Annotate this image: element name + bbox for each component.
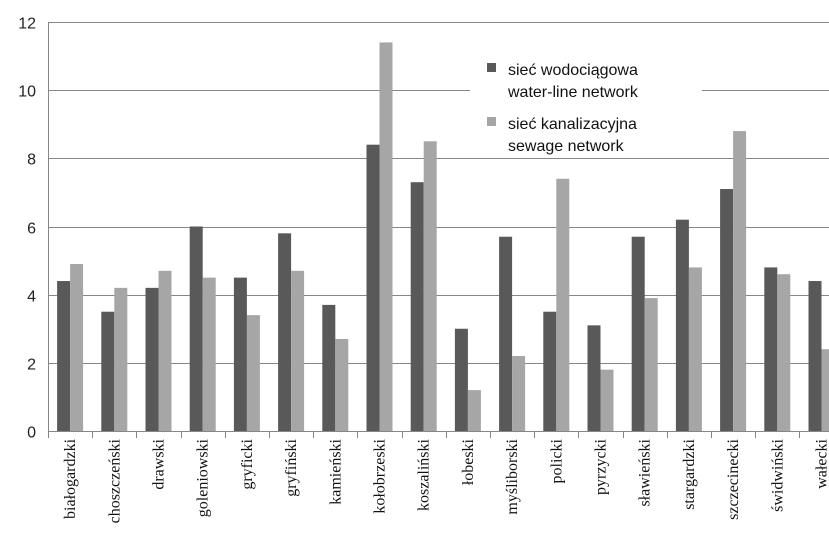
bar-water-line — [57, 281, 71, 431]
bar-sewage — [600, 369, 614, 431]
y-tick-label: 2 — [27, 357, 36, 374]
bar-sewage — [733, 131, 747, 432]
x-tick-label: gryfiński — [283, 438, 300, 496]
x-tick-label: szczecinecki — [725, 438, 742, 519]
x-tick-label: choszczeński — [106, 438, 123, 523]
bar-sewage — [467, 390, 481, 431]
x-tick-label: łobeski — [460, 438, 477, 485]
x-tick-label: wałecki — [814, 438, 829, 488]
x-tick-label: sławieński — [637, 438, 654, 506]
bar-water-line — [764, 267, 778, 431]
y-tick-label: 12 — [18, 16, 36, 33]
y-tick-label: 10 — [18, 84, 36, 101]
x-tick-label: goleniowski — [195, 438, 212, 517]
bar-water-line — [808, 281, 822, 431]
x-tick-label: pyrzycki — [593, 438, 610, 495]
bar-sewage — [644, 298, 658, 431]
bar-water-line — [631, 236, 645, 431]
x-tick-label: stargardzki — [681, 438, 698, 509]
bar-water-line — [499, 236, 513, 431]
bar-sewage — [202, 277, 216, 431]
legend-swatch — [487, 63, 496, 72]
x-tick-label: myśliborski — [504, 438, 521, 514]
bar-water-line — [410, 182, 424, 431]
bar-sewage — [777, 274, 791, 431]
bar-sewage — [114, 287, 128, 431]
bar-water-line — [720, 189, 734, 431]
bar-water-line — [278, 233, 292, 431]
x-tick-label: koszaliński — [416, 438, 433, 511]
bar-water-line — [145, 287, 159, 431]
bar-sewage — [158, 270, 172, 431]
bar-water-line — [366, 144, 380, 431]
bar-sewage — [70, 263, 84, 431]
x-tick-label: świdwiński — [769, 438, 786, 511]
bar-water-line — [189, 226, 203, 431]
bar-water-line — [587, 325, 601, 431]
y-tick-label: 4 — [27, 289, 36, 306]
axes — [48, 22, 829, 438]
legend-background — [470, 52, 702, 158]
bar-sewage — [291, 270, 305, 431]
y-axis-ticks: 0 2 4 6 8 10 12 — [18, 16, 36, 442]
x-tick-label: kamieński — [327, 438, 344, 504]
bar-water-line — [322, 304, 336, 431]
y-tick-label: 8 — [27, 152, 36, 169]
x-tick-label: białogardzki — [62, 438, 79, 519]
x-tick-label: gryficki — [239, 438, 256, 489]
bar-water-line — [675, 219, 689, 431]
bar-sewage — [423, 141, 437, 431]
bars — [57, 42, 829, 432]
x-tick-label: kołobrzeski — [372, 438, 389, 513]
bar-sewage — [335, 338, 349, 431]
y-tick-label: 0 — [27, 425, 36, 442]
legend-label: sieć wodociągowa — [508, 62, 638, 79]
legend: sieć wodociągowa water-line network sieć k… — [470, 52, 702, 158]
x-tick-label: drawski — [151, 438, 168, 489]
bar-sewage — [821, 349, 829, 431]
bar-water-line — [101, 311, 115, 431]
bar-sewage — [512, 356, 526, 431]
legend-swatch — [487, 117, 496, 126]
bar-water-line — [454, 328, 468, 431]
legend-label: sewage network — [508, 138, 625, 155]
y-tick-label: 6 — [27, 221, 36, 238]
bar-sewage — [688, 267, 702, 431]
bar-water-line — [233, 277, 247, 431]
bar-water-line — [543, 311, 557, 431]
x-tick-label: policki — [548, 438, 565, 483]
bar-sewage — [379, 42, 393, 431]
legend-label: sieć kanalizacyjna — [508, 116, 637, 133]
legend-label: water-line network — [507, 84, 639, 101]
x-axis-ticks: białogardzki choszczeński drawski goleniows… — [62, 438, 829, 523]
bar-sewage — [246, 315, 260, 431]
bar-sewage — [556, 178, 570, 431]
